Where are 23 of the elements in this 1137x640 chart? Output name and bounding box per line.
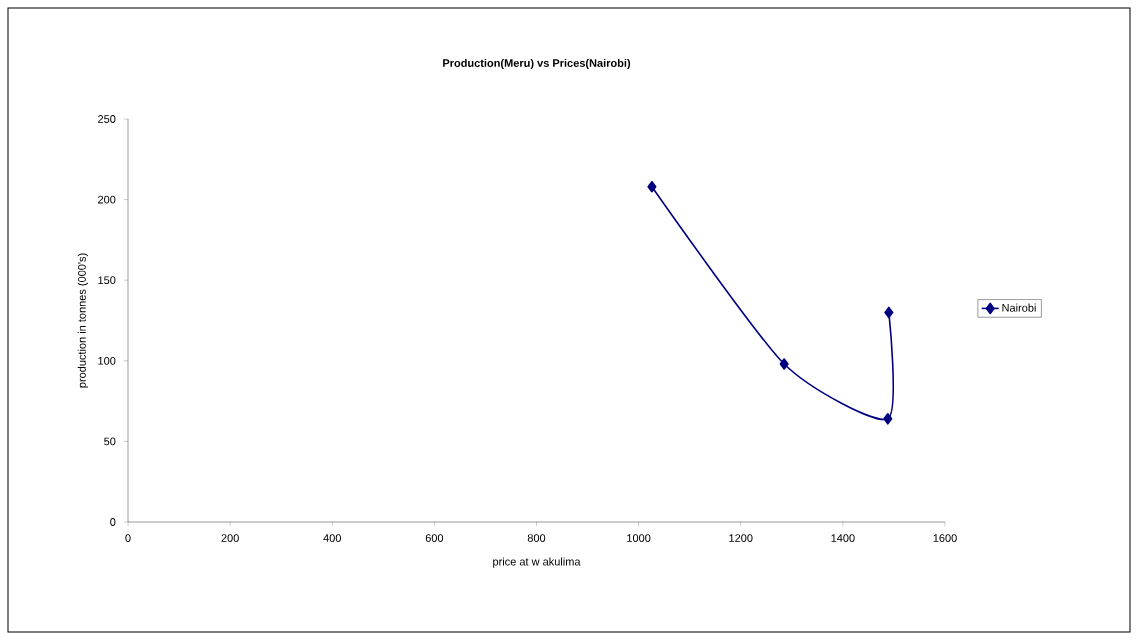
x-axis-title: price at w akulima — [493, 557, 581, 568]
x-tick-label: 400 — [323, 534, 341, 542]
x-tick-label: 800 — [527, 534, 546, 542]
point — [779, 358, 789, 370]
x-tick-label: 1200 — [729, 534, 753, 542]
x-tick-label: 1400 — [831, 534, 855, 542]
y-tick-label: 0 — [110, 518, 116, 526]
y-tick-label: 250 — [98, 115, 116, 123]
chart-title: Production(Meru) vs Prices(Nairobi) — [443, 58, 631, 70]
x-tick-label: 1000 — [627, 534, 651, 542]
y-axis-title: production in tonnes (000's) — [77, 253, 88, 388]
y-tick-label: 200 — [98, 195, 116, 204]
x-tick-label: 0 — [125, 534, 131, 542]
point — [883, 413, 893, 425]
y-tick-label: 100 — [98, 356, 116, 365]
point — [884, 306, 894, 319]
x-tick-label: 600 — [425, 534, 444, 542]
y-tick-label: 150 — [98, 276, 116, 285]
point — [647, 180, 657, 193]
x-tick-label: 1600 — [933, 534, 957, 542]
x-tick-label: 200 — [221, 534, 239, 542]
legend-label: Nairobi — [1002, 303, 1036, 312]
y-tick-label: 50 — [104, 437, 116, 446]
